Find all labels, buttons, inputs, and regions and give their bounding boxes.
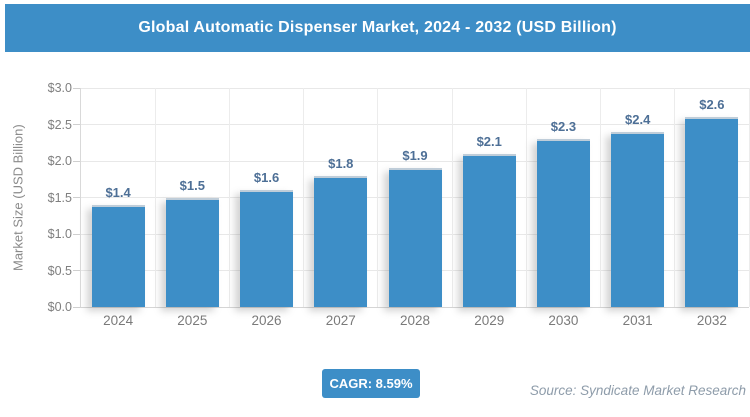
bar-2026 [240, 190, 294, 307]
gridline-horizontal [81, 124, 749, 125]
x-tick-label: 2030 [548, 313, 579, 328]
y-tick-label: $2.0 [47, 154, 72, 168]
gridline-horizontal [81, 160, 749, 162]
gridline-vertical [154, 88, 156, 307]
bar-2032 [685, 117, 739, 307]
y-tick-mark [73, 306, 80, 308]
gridline-vertical [674, 88, 676, 307]
x-tick-label: 2026 [251, 313, 282, 328]
y-tick-label: $0.5 [47, 263, 72, 278]
chart-title: Global Automatic Dispenser Market, 2024 … [138, 19, 617, 36]
y-tick-mark [73, 233, 80, 235]
bar-value-label: $2.6 [699, 97, 725, 113]
bar-value-label: $1.5 [179, 177, 205, 193]
gridline-vertical [228, 88, 230, 307]
x-tick-label: 2024 [103, 313, 134, 328]
x-tick-label: 2028 [399, 313, 431, 328]
bar-value-label: $1.6 [253, 170, 280, 186]
bar-value-label: $1.8 [328, 155, 354, 171]
bar-value-label: $2.4 [625, 111, 651, 127]
y-tick-label: $0.0 [47, 300, 72, 314]
y-tick-label: $1.5 [47, 190, 72, 205]
bar-2030 [536, 139, 590, 307]
gridline-horizontal [81, 87, 749, 89]
source-note: Source: Syndicate Market Research [529, 383, 746, 398]
bar-value-label: $1.9 [402, 148, 428, 164]
plot-area: $1.4 2024 $1.5 2025 $1.6 2026 $1.8 2027 $1.9 2028… [80, 87, 750, 328]
gridline-vertical [748, 88, 750, 307]
bar-2029 [462, 153, 516, 307]
y-tick-mark [73, 270, 80, 271]
y-tick-label: $3.0 [47, 81, 72, 95]
bar-value-label: $1.4 [105, 184, 131, 200]
y-tick-mark [73, 124, 80, 125]
gridline-vertical [377, 88, 379, 307]
gridline-vertical [451, 88, 453, 307]
cagr-badge: CAGR: 8.59% [322, 369, 420, 398]
bar-2025 [165, 197, 219, 307]
y-tick-mark [73, 197, 80, 198]
x-tick-label: 2029 [474, 313, 505, 328]
gridline-vertical [600, 88, 602, 307]
bar-2024 [91, 204, 145, 307]
bar-value-label: $2.3 [550, 119, 577, 135]
x-tick-label: 2027 [325, 313, 356, 328]
bar-2031 [611, 131, 665, 307]
x-tick-label: 2031 [622, 313, 653, 328]
y-tick-label: $1.0 [47, 227, 72, 241]
bar-2027 [314, 175, 368, 307]
x-tick-label: 2032 [696, 313, 727, 328]
gridline-vertical [525, 88, 527, 307]
chart-title-bar: Global Automatic Dispenser Market, 2024 … [5, 4, 750, 52]
bar-2028 [388, 168, 442, 307]
gridline-vertical [303, 88, 305, 307]
y-tick-label: $2.5 [47, 117, 72, 132]
x-tick-label: 2025 [177, 313, 208, 328]
bar-value-label: $2.1 [476, 133, 502, 149]
y-tick-mark [73, 87, 80, 89]
y-tick-mark [73, 160, 80, 162]
